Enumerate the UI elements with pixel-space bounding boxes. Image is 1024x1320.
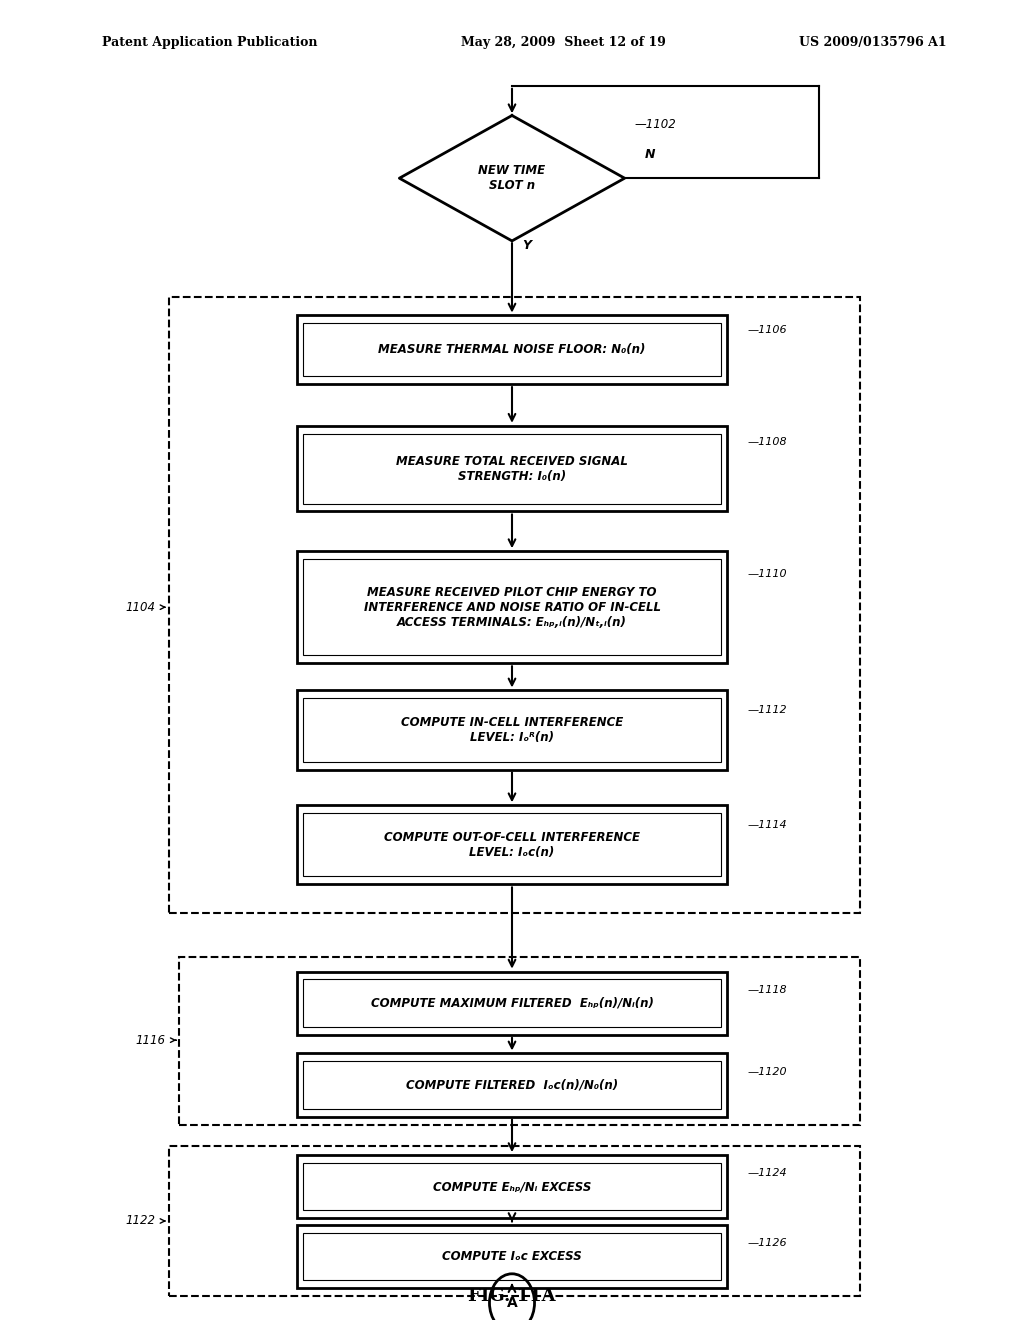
Text: US 2009/0135796 A1: US 2009/0135796 A1 bbox=[799, 36, 946, 49]
Text: FIG. 11A: FIG. 11A bbox=[468, 1287, 556, 1305]
Text: MEASURE THERMAL NOISE FLOOR: N₀(n): MEASURE THERMAL NOISE FLOOR: N₀(n) bbox=[378, 343, 646, 356]
Text: 1104: 1104 bbox=[126, 601, 156, 614]
Text: —1112: —1112 bbox=[748, 705, 787, 715]
Text: A: A bbox=[507, 1296, 517, 1309]
Text: COMPUTE OUT-OF-CELL INTERFERENCE
LEVEL: Iₒᴄ(n): COMPUTE OUT-OF-CELL INTERFERENCE LEVEL: … bbox=[384, 830, 640, 859]
FancyBboxPatch shape bbox=[297, 690, 727, 770]
Text: MEASURE TOTAL RECEIVED SIGNAL
STRENGTH: I₀(n): MEASURE TOTAL RECEIVED SIGNAL STRENGTH: … bbox=[396, 454, 628, 483]
Text: —1102: —1102 bbox=[635, 117, 677, 131]
Text: —1108: —1108 bbox=[748, 437, 787, 447]
FancyBboxPatch shape bbox=[303, 1061, 721, 1109]
FancyBboxPatch shape bbox=[303, 323, 721, 376]
Text: NEW TIME
SLOT n: NEW TIME SLOT n bbox=[478, 164, 546, 193]
FancyBboxPatch shape bbox=[297, 972, 727, 1035]
FancyBboxPatch shape bbox=[303, 1233, 721, 1280]
Text: COMPUTE Iₒᴄ EXCESS: COMPUTE Iₒᴄ EXCESS bbox=[442, 1250, 582, 1263]
FancyBboxPatch shape bbox=[303, 433, 721, 503]
Text: COMPUTE FILTERED  Iₒᴄ(n)/N₀(n): COMPUTE FILTERED Iₒᴄ(n)/N₀(n) bbox=[406, 1078, 618, 1092]
FancyBboxPatch shape bbox=[303, 560, 721, 655]
FancyBboxPatch shape bbox=[303, 1163, 721, 1210]
Text: —1120: —1120 bbox=[748, 1067, 787, 1077]
Text: —1114: —1114 bbox=[748, 820, 787, 830]
FancyBboxPatch shape bbox=[297, 1155, 727, 1218]
FancyBboxPatch shape bbox=[303, 979, 721, 1027]
Text: 1116: 1116 bbox=[136, 1034, 166, 1047]
Text: COMPUTE IN-CELL INTERFERENCE
LEVEL: Iₒᴿ(n): COMPUTE IN-CELL INTERFERENCE LEVEL: Iₒᴿ(… bbox=[400, 715, 624, 744]
Text: 1122: 1122 bbox=[126, 1214, 156, 1228]
FancyBboxPatch shape bbox=[297, 1053, 727, 1117]
Text: Y: Y bbox=[522, 239, 531, 252]
FancyBboxPatch shape bbox=[297, 425, 727, 511]
Text: —1126: —1126 bbox=[748, 1238, 787, 1249]
FancyBboxPatch shape bbox=[303, 698, 721, 762]
Text: —1106: —1106 bbox=[748, 325, 787, 335]
Text: MEASURE RECEIVED PILOT CHIP ENERGY TO
INTERFERENCE AND NOISE RATIO OF IN-CELL
AC: MEASURE RECEIVED PILOT CHIP ENERGY TO IN… bbox=[364, 586, 660, 628]
Text: —1118: —1118 bbox=[748, 985, 787, 995]
Text: —1124: —1124 bbox=[748, 1168, 787, 1179]
FancyBboxPatch shape bbox=[297, 805, 727, 884]
Text: COMPUTE MAXIMUM FILTERED  Eₕₚ(n)/Nᵢ(n): COMPUTE MAXIMUM FILTERED Eₕₚ(n)/Nᵢ(n) bbox=[371, 997, 653, 1010]
FancyBboxPatch shape bbox=[297, 1225, 727, 1288]
FancyBboxPatch shape bbox=[297, 552, 727, 663]
Text: —1110: —1110 bbox=[748, 569, 787, 579]
Text: Patent Application Publication: Patent Application Publication bbox=[102, 36, 317, 49]
Text: COMPUTE Eₕₚ/Nᵢ EXCESS: COMPUTE Eₕₚ/Nᵢ EXCESS bbox=[433, 1180, 591, 1193]
Text: N: N bbox=[645, 148, 655, 161]
FancyBboxPatch shape bbox=[303, 813, 721, 876]
Text: May 28, 2009  Sheet 12 of 19: May 28, 2009 Sheet 12 of 19 bbox=[461, 36, 666, 49]
FancyBboxPatch shape bbox=[297, 315, 727, 384]
